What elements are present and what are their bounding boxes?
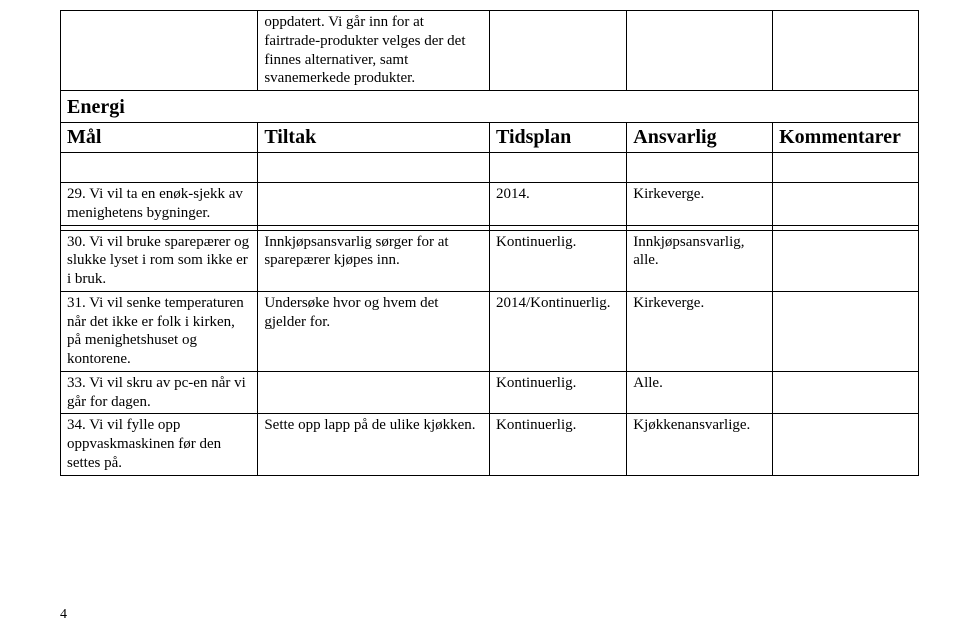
header-ansvarlig: Ansvarlig <box>627 123 773 153</box>
cell-mal: 30. Vi vil bruke sparepærer og slukke ly… <box>61 230 258 291</box>
table-row: 29. Vi vil ta en enøk-sjekk av menighete… <box>61 183 919 226</box>
cell-ansvarlig: Kjøkkenansvarlige. <box>627 414 773 475</box>
table-header-row: MålTiltakTidsplanAnsvarligKommentarer <box>61 123 919 153</box>
cell-ansvarlig <box>627 11 773 91</box>
cell-empty <box>258 153 490 183</box>
cell-empty <box>773 153 919 183</box>
header-kommentarer: Kommentarer <box>773 123 919 153</box>
cell-tiltak: Innkjøpsansvarlig sørger for at sparepær… <box>258 230 490 291</box>
cell-tiltak: Undersøke hvor og hvem det gjelder for. <box>258 291 490 371</box>
cell-ansvarlig: Innkjøpsansvarlig, alle. <box>627 230 773 291</box>
cell-tiltak <box>258 183 490 226</box>
cell-empty <box>489 153 626 183</box>
header-tiltak: Tiltak <box>258 123 490 153</box>
table-row: oppdatert. Vi går inn for at fairtrade-p… <box>61 11 919 91</box>
header-mal: Mål <box>61 123 258 153</box>
section-title: Energi <box>61 91 919 123</box>
cell-mal: 34. Vi vil fylle opp oppvaskmaskinen før… <box>61 414 258 475</box>
cell-tiltak: oppdatert. Vi går inn for at fairtrade-p… <box>258 11 490 91</box>
cell-tidsplan <box>489 11 626 91</box>
cell-kommentarer <box>773 414 919 475</box>
cell-empty <box>627 153 773 183</box>
document-table: oppdatert. Vi går inn for at fairtrade-p… <box>60 10 919 476</box>
cell-mal: 29. Vi vil ta en enøk-sjekk av menighete… <box>61 183 258 226</box>
cell-tidsplan: 2014. <box>489 183 626 226</box>
table-row: 34. Vi vil fylle opp oppvaskmaskinen før… <box>61 414 919 475</box>
cell-ansvarlig: Kirkeverge. <box>627 183 773 226</box>
header-tidsplan: Tidsplan <box>489 123 626 153</box>
cell-mal <box>61 11 258 91</box>
table-row <box>61 153 919 183</box>
cell-kommentarer <box>773 371 919 414</box>
cell-tiltak: Sette opp lapp på de ulike kjøkken. <box>258 414 490 475</box>
cell-mal: 33. Vi vil skru av pc-en når vi går for … <box>61 371 258 414</box>
table-row: 31. Vi vil senke temperaturen når det ik… <box>61 291 919 371</box>
cell-kommentarer <box>773 291 919 371</box>
cell-tidsplan: Kontinuerlig. <box>489 414 626 475</box>
section-heading-row: Energi <box>61 91 919 123</box>
cell-kommentarer <box>773 11 919 91</box>
table-row: 33. Vi vil skru av pc-en når vi går for … <box>61 371 919 414</box>
cell-ansvarlig: Kirkeverge. <box>627 291 773 371</box>
table-row: 30. Vi vil bruke sparepærer og slukke ly… <box>61 230 919 291</box>
cell-empty <box>61 153 258 183</box>
cell-tidsplan: 2014/Kontinuerlig. <box>489 291 626 371</box>
cell-tiltak <box>258 371 490 414</box>
page-number: 4 <box>60 607 67 623</box>
cell-mal: 31. Vi vil senke temperaturen når det ik… <box>61 291 258 371</box>
cell-tidsplan: Kontinuerlig. <box>489 371 626 414</box>
cell-tidsplan: Kontinuerlig. <box>489 230 626 291</box>
cell-kommentarer <box>773 230 919 291</box>
cell-kommentarer <box>773 183 919 226</box>
cell-ansvarlig: Alle. <box>627 371 773 414</box>
